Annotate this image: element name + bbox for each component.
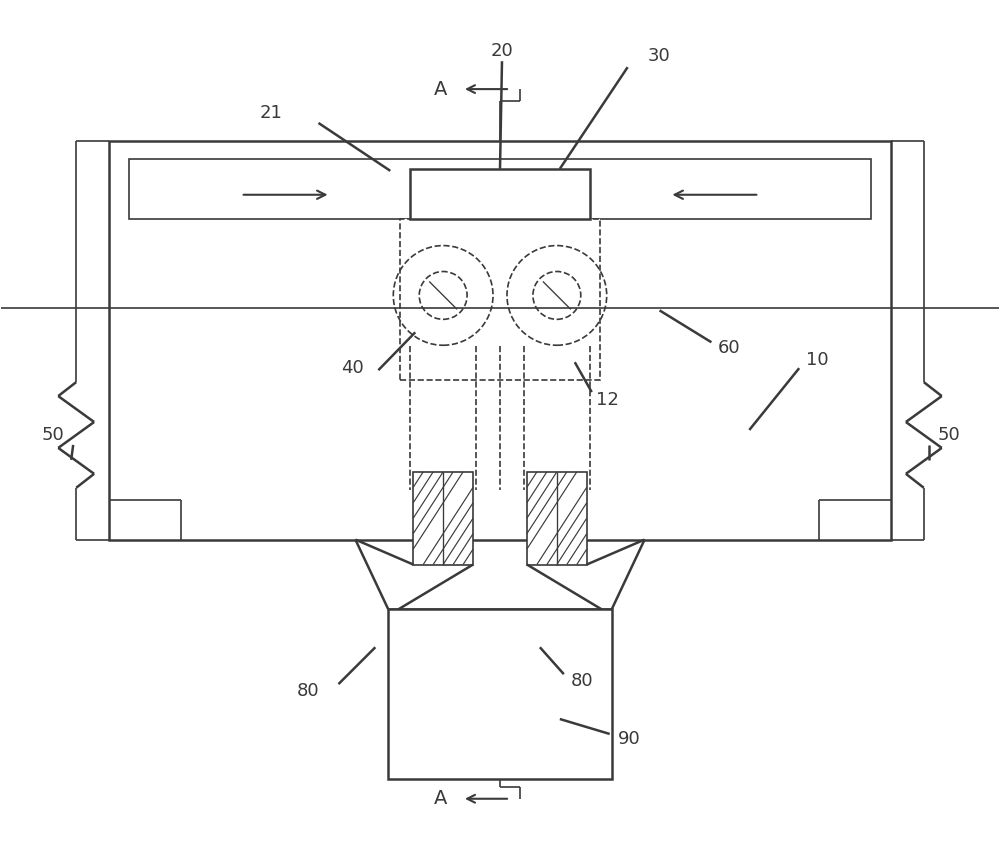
Text: 21: 21 (259, 104, 282, 122)
Text: 80: 80 (570, 672, 593, 690)
Text: 10: 10 (806, 351, 828, 369)
Bar (527, 472, 587, 564)
Text: 50: 50 (42, 426, 65, 444)
Bar (109, 141, 891, 540)
Text: A: A (433, 80, 447, 99)
Text: 20: 20 (491, 42, 513, 61)
Text: 50: 50 (937, 426, 960, 444)
Bar (388, 610, 612, 779)
Text: 90: 90 (618, 730, 641, 748)
Bar (400, 219, 600, 380)
Bar (129, 159, 871, 219)
Text: 80: 80 (297, 682, 320, 700)
Text: A: A (433, 789, 447, 808)
Text: 30: 30 (648, 47, 671, 65)
Text: 12: 12 (596, 391, 619, 409)
Text: 40: 40 (341, 360, 364, 377)
Bar (410, 169, 590, 219)
Bar (413, 472, 473, 564)
Text: 60: 60 (718, 339, 741, 357)
